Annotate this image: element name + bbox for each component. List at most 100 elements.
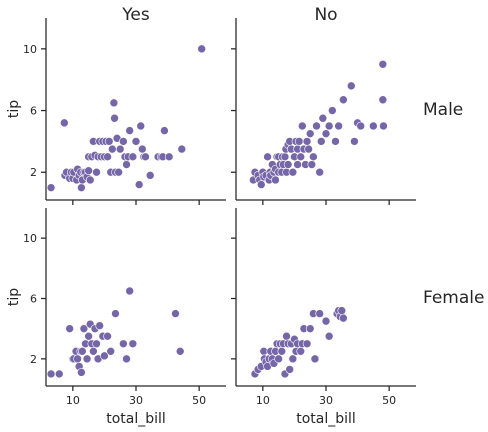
data-point — [89, 347, 98, 356]
panel-male-no — [231, 18, 416, 205]
data-point — [141, 152, 150, 162]
data-point — [111, 309, 120, 318]
data-point — [77, 368, 86, 377]
data-point — [84, 331, 93, 341]
data-point — [288, 354, 298, 364]
data-point — [379, 121, 388, 131]
x-tick-label: 30 — [319, 394, 333, 407]
data-point — [134, 180, 144, 189]
data-point — [305, 324, 315, 333]
data-point — [65, 324, 74, 333]
data-point — [136, 121, 146, 131]
data-point — [321, 129, 331, 138]
data-point — [331, 137, 340, 146]
data-point — [378, 95, 388, 105]
data-point — [369, 121, 378, 131]
data-point — [175, 347, 185, 356]
x-tick-label: 50 — [192, 394, 206, 407]
data-point — [263, 152, 272, 162]
data-point — [324, 331, 334, 341]
data-point — [328, 106, 337, 115]
data-point — [108, 144, 117, 154]
data-point — [138, 144, 147, 154]
data-point — [128, 152, 138, 162]
y-tick-label: 2 — [30, 166, 37, 179]
data-point — [54, 369, 64, 379]
data-point — [119, 137, 128, 146]
data-point — [277, 347, 287, 356]
data-point — [160, 126, 169, 135]
row-title-male: Male — [423, 100, 463, 120]
y-axis-title: tip — [6, 100, 22, 118]
data-point — [280, 152, 290, 162]
data-point — [95, 321, 104, 330]
data-point — [294, 137, 304, 146]
data-point — [337, 306, 347, 315]
data-point — [100, 351, 109, 361]
data-point — [131, 137, 141, 146]
data-point — [106, 347, 116, 356]
x-axis-title: total_bill — [296, 411, 356, 427]
data-point — [293, 160, 302, 169]
data-point — [310, 354, 320, 364]
data-point — [110, 113, 119, 123]
data-point — [339, 95, 348, 105]
data-point — [46, 183, 56, 192]
data-point — [304, 144, 313, 154]
y-tick-label: 6 — [30, 105, 37, 118]
data-point — [309, 152, 318, 162]
data-point — [316, 137, 326, 146]
y-tick-label: 10 — [23, 43, 37, 56]
data-point — [114, 167, 123, 177]
data-point — [92, 167, 101, 177]
data-point — [256, 180, 266, 189]
y-axis-title: tip — [6, 288, 22, 306]
data-point — [324, 121, 334, 131]
x-tick-label: 10 — [66, 394, 80, 407]
row-title-female: Female — [423, 288, 484, 308]
data-point — [145, 171, 155, 180]
data-point — [197, 44, 206, 54]
data-point — [104, 137, 114, 146]
data-point — [321, 316, 331, 326]
facet-panels: 2 6 10 2 6 10 10 30 50 10 30 50 — [23, 18, 416, 407]
data-point — [128, 339, 138, 349]
data-point — [378, 59, 388, 69]
data-point — [84, 166, 93, 175]
data-point — [73, 354, 82, 364]
data-point — [288, 167, 298, 177]
data-point — [79, 324, 89, 333]
x-tick-label: 10 — [256, 394, 270, 407]
data-point — [122, 354, 131, 364]
data-point — [346, 81, 356, 91]
col-title-no: No — [314, 5, 337, 25]
data-point — [305, 129, 315, 138]
data-point — [122, 160, 131, 169]
x-tick-label: 50 — [382, 394, 396, 407]
data-point — [334, 121, 343, 131]
data-point — [85, 175, 95, 185]
data-point — [60, 118, 69, 128]
data-point — [78, 347, 87, 356]
data-point — [356, 121, 366, 131]
data-point — [92, 339, 101, 349]
data-point — [125, 286, 134, 296]
data-point — [171, 309, 180, 318]
panel-male-yes: 2 6 10 — [23, 18, 226, 205]
col-title-yes: Yes — [121, 5, 150, 25]
data-point — [285, 365, 294, 374]
data-point — [296, 152, 306, 162]
data-point — [318, 113, 328, 123]
data-point — [125, 126, 134, 135]
data-point — [312, 121, 321, 131]
x-tick-label: 30 — [129, 394, 143, 407]
y-tick-label: 2 — [30, 353, 37, 366]
y-tick-label: 6 — [30, 293, 37, 306]
data-point — [164, 152, 174, 162]
data-point — [302, 137, 312, 146]
panel-female-no: 10 30 50 — [231, 208, 416, 407]
data-point — [177, 144, 187, 154]
data-point — [119, 339, 128, 349]
figure-labels: Yes No Male Female tip tip total_bill total_bil… — [6, 5, 484, 427]
